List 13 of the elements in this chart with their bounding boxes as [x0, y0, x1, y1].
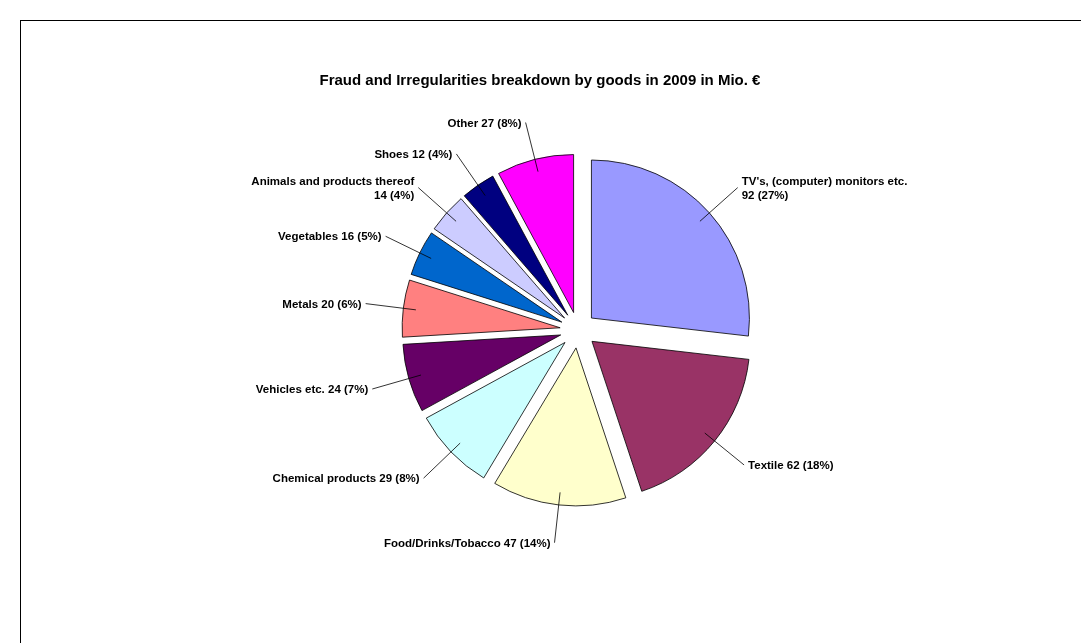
chart-title: Fraud and Irregularities breakdown by goods in 2009 in Mio. € — [319, 71, 762, 88]
slice-label: Vegetables 16 (5%) — [278, 230, 382, 243]
slice-label: Other 27 (8%) — [447, 116, 522, 129]
slice-label: Textile 62 (18%) — [748, 458, 834, 471]
data-label: 14 (4%) — [373, 188, 415, 201]
slice-label: TV's, (computer) monitors etc. — [741, 174, 908, 187]
slice-label: Shoes 12 (4%) — [374, 147, 453, 160]
data-label: 92 (27%) — [741, 188, 789, 201]
slice-label: Vehicles etc. 24 (7%) — [255, 383, 369, 396]
slice-label: Animals and products thereof — [251, 174, 415, 187]
slice-label: Food/Drinks/Tobacco 47 (14%) — [383, 536, 551, 549]
slice-label: Chemical products 29 (8%) — [272, 472, 420, 485]
slice-label: Metals 20 (6%) — [282, 297, 362, 310]
